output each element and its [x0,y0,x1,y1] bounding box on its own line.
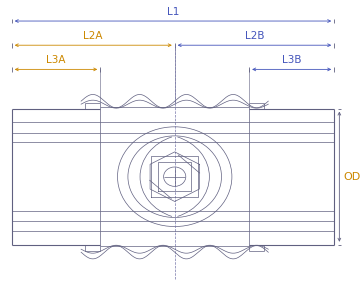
Text: L2A: L2A [83,31,103,41]
Text: L3A: L3A [46,56,66,66]
Text: L1: L1 [167,7,179,17]
Text: L3B: L3B [282,56,301,66]
Text: OD: OD [343,172,361,182]
Text: L2B: L2B [245,31,264,41]
